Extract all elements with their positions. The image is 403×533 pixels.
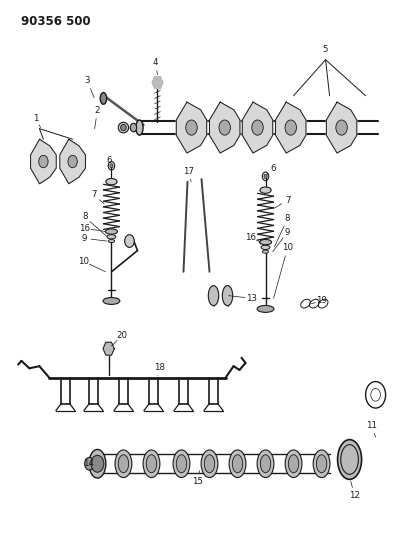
Ellipse shape (262, 250, 269, 253)
Ellipse shape (204, 455, 215, 473)
Polygon shape (176, 102, 207, 153)
Polygon shape (60, 139, 85, 184)
Text: 17: 17 (183, 166, 194, 175)
Text: 13: 13 (246, 294, 257, 303)
Ellipse shape (143, 450, 160, 478)
Ellipse shape (208, 286, 219, 306)
Ellipse shape (316, 455, 327, 473)
Circle shape (85, 457, 94, 470)
Text: 11: 11 (366, 421, 377, 430)
Ellipse shape (232, 455, 243, 473)
Polygon shape (152, 83, 158, 88)
Text: 4: 4 (153, 58, 158, 67)
Ellipse shape (338, 440, 361, 479)
Text: 15: 15 (192, 477, 203, 486)
Polygon shape (242, 102, 273, 153)
Circle shape (285, 120, 297, 135)
Ellipse shape (103, 297, 120, 304)
Text: 20: 20 (117, 331, 128, 340)
Text: 90356 500: 90356 500 (21, 14, 91, 28)
Circle shape (336, 120, 347, 135)
Ellipse shape (136, 120, 143, 135)
Polygon shape (276, 102, 306, 153)
Ellipse shape (108, 239, 114, 243)
Ellipse shape (120, 124, 126, 131)
Ellipse shape (176, 455, 187, 473)
Ellipse shape (229, 450, 246, 478)
Text: 2: 2 (95, 106, 100, 115)
Text: 14: 14 (83, 459, 94, 469)
Text: 12: 12 (349, 491, 360, 500)
Text: 19: 19 (316, 296, 327, 305)
Ellipse shape (106, 229, 117, 234)
Polygon shape (155, 83, 160, 88)
Polygon shape (31, 139, 56, 184)
Ellipse shape (201, 450, 218, 478)
Text: 16: 16 (79, 224, 90, 233)
Ellipse shape (260, 187, 271, 193)
Ellipse shape (257, 450, 274, 478)
Text: 7: 7 (91, 190, 97, 199)
Ellipse shape (285, 450, 302, 478)
Text: 6: 6 (271, 164, 276, 173)
Text: 10: 10 (282, 244, 293, 253)
Circle shape (186, 120, 197, 135)
Polygon shape (103, 342, 114, 355)
Ellipse shape (260, 455, 271, 473)
Text: 9: 9 (285, 228, 290, 237)
Text: 8: 8 (285, 214, 290, 223)
Ellipse shape (313, 450, 330, 478)
Polygon shape (158, 83, 163, 88)
Circle shape (39, 155, 48, 168)
Text: 1: 1 (33, 114, 38, 123)
Polygon shape (326, 102, 357, 153)
Ellipse shape (257, 305, 274, 312)
Circle shape (110, 164, 113, 168)
Ellipse shape (100, 93, 107, 104)
Circle shape (264, 174, 267, 179)
Text: 6: 6 (106, 156, 111, 165)
Ellipse shape (146, 455, 157, 473)
Ellipse shape (118, 455, 129, 473)
Ellipse shape (89, 449, 106, 478)
Polygon shape (152, 77, 158, 83)
Ellipse shape (260, 239, 272, 245)
Text: 16: 16 (245, 233, 256, 242)
Text: 18: 18 (154, 363, 165, 372)
Text: 5: 5 (322, 45, 328, 54)
Ellipse shape (115, 450, 132, 478)
Circle shape (219, 120, 231, 135)
Ellipse shape (289, 455, 299, 473)
Ellipse shape (261, 245, 270, 249)
Polygon shape (210, 102, 240, 153)
Text: 3: 3 (85, 76, 90, 85)
Circle shape (91, 455, 104, 472)
Polygon shape (158, 77, 163, 83)
Text: 7: 7 (285, 196, 290, 205)
Polygon shape (155, 77, 160, 83)
Circle shape (130, 123, 137, 132)
Circle shape (68, 155, 77, 168)
Circle shape (252, 120, 263, 135)
Text: 8: 8 (82, 212, 87, 221)
Ellipse shape (107, 235, 116, 239)
Ellipse shape (173, 450, 190, 478)
Ellipse shape (118, 122, 129, 133)
Text: 9: 9 (82, 234, 87, 243)
Circle shape (125, 235, 134, 247)
Text: 10: 10 (78, 257, 89, 265)
Ellipse shape (106, 179, 117, 185)
Ellipse shape (222, 286, 233, 306)
